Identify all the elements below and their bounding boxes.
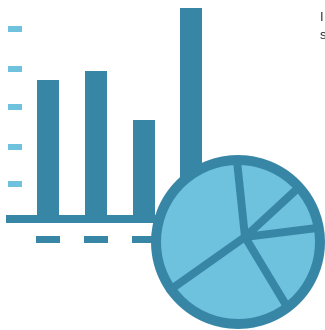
chart-baseline [6,215,174,223]
bar-2 [85,71,107,218]
category-mark-3 [132,236,154,243]
tick-mark-2 [8,66,22,72]
pie-divider-4 [241,233,290,309]
bar-1 [37,80,59,218]
bar-3 [133,120,155,218]
pie-divider-3 [241,224,321,241]
tick-mark-5 [8,181,22,187]
bar-4 [180,8,202,218]
pie-chart-icon [151,155,325,329]
tick-mark-1 [8,26,22,32]
tick-mark-4 [8,144,22,150]
category-mark-2 [84,236,108,243]
tick-mark-3 [8,104,22,110]
pie-divider-1 [233,157,249,241]
cropped-text-line-1: I [320,9,324,24]
pie-divider-5 [166,233,249,294]
pie-divider-2 [241,185,301,241]
cropped-edge-text: I s [320,8,325,44]
cropped-text-line-2: s [320,27,325,42]
category-mark-1 [36,236,60,243]
